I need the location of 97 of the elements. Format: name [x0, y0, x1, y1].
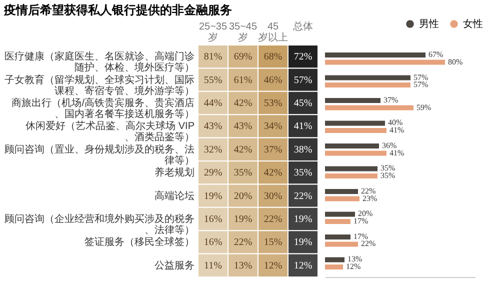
bar	[325, 128, 386, 134]
data-label: 55%	[204, 74, 222, 86]
data-label: 34%	[264, 121, 282, 132]
y-tick-label: 休闲爱好（艺术品鉴、高尔夫球场 VIP、酒类品鉴等）	[26, 120, 195, 144]
data-label: 30%	[264, 190, 282, 202]
y-tick-label: 高端论坛	[154, 190, 194, 202]
bar	[325, 212, 355, 217]
data-label: 45%	[294, 98, 312, 109]
data-label: 29%	[204, 168, 222, 179]
data-label: 35%	[234, 168, 252, 179]
y-tick-label: 子女教育（留学规划、全球实习计划、国际课程、寄宿专管、境外游学等）	[4, 74, 194, 97]
data-label: 46%	[264, 74, 282, 86]
bar	[325, 188, 358, 194]
data-label: 38%	[294, 144, 312, 156]
data-label: 35%	[380, 171, 396, 180]
data-label: 19%	[204, 190, 222, 202]
data-label: 19%	[294, 214, 312, 225]
data-label: 16%	[204, 237, 222, 248]
data-label: 40%	[388, 118, 403, 128]
bar	[325, 143, 379, 148]
data-label: 19%	[294, 237, 312, 248]
bar	[325, 234, 350, 240]
data-label: 41%	[390, 126, 404, 135]
data-label: 80%	[448, 57, 463, 66]
data-label: 11%	[204, 260, 222, 272]
data-label: 35%	[294, 168, 312, 179]
data-label: 20%	[234, 190, 252, 202]
data-label: 67%	[428, 50, 444, 60]
bar	[325, 82, 410, 88]
bar	[325, 120, 385, 126]
y-tick-label: 签证服务（移民全球签）	[84, 236, 194, 248]
data-label: 43%	[234, 121, 252, 132]
chart-title: 疫情后希望获得私人银行提供的非金融服务	[3, 3, 232, 17]
x-tick-label: 35~45 岁	[228, 22, 258, 44]
bar	[325, 98, 380, 103]
data-label: 37%	[384, 96, 398, 104]
data-label: 72%	[294, 52, 312, 63]
bar	[325, 257, 344, 262]
bar	[325, 75, 410, 80]
data-label: 69%	[234, 52, 252, 63]
data-label: 57%	[414, 80, 428, 90]
bar	[325, 60, 445, 65]
data-label: 43%	[204, 121, 222, 132]
y-tick-label: 医疗健康（家庭医生、名医就诊、高端门诊随护、体检、境外医疗等）	[4, 50, 194, 74]
data-label: 13%	[348, 254, 362, 264]
bar	[325, 166, 378, 172]
x-tick-label: 总体	[292, 20, 313, 32]
y-tick-label: 公益服务	[154, 259, 194, 272]
data-label: 41%	[390, 148, 404, 158]
legend-label: 男性	[419, 18, 439, 30]
data-label: 42%	[234, 144, 252, 156]
y-tick-label: 顾问咨询（置业、身份规划涉及的税务、法律等）	[4, 143, 194, 166]
legend-label: 女性	[463, 18, 483, 30]
data-label: 22%	[234, 237, 252, 248]
data-label: 22%	[361, 186, 376, 196]
data-label: 81%	[204, 52, 222, 63]
bar	[325, 219, 350, 224]
data-label: 41%	[294, 121, 312, 132]
data-label: 13%	[234, 260, 252, 272]
data-label: 61%	[234, 74, 252, 86]
data-label: 68%	[264, 52, 282, 63]
bar	[325, 242, 358, 247]
data-label: 37%	[264, 144, 282, 156]
bar	[325, 174, 378, 179]
data-label: 42%	[264, 168, 282, 179]
x-tick-label: 45 岁以上	[258, 22, 288, 44]
data-label: 22%	[264, 214, 282, 225]
data-label: 12%	[294, 260, 312, 272]
y-tick-label: 商旅出行（机场/高铁贵宾服务、贵宾酒店、国内著名餐车接送机服务等）	[12, 97, 194, 120]
bar	[325, 105, 414, 110]
bar	[325, 264, 343, 270]
y-tick-label: 养老规划	[154, 166, 194, 179]
data-label: 20%	[358, 209, 373, 218]
data-label: 19%	[234, 214, 252, 225]
data-label: 53%	[264, 98, 282, 109]
data-label: 32%	[204, 144, 222, 156]
bar	[325, 196, 360, 202]
data-label: 57%	[414, 72, 428, 82]
data-label: 42%	[234, 98, 252, 109]
y-tick-label: 顾问咨询（企业经营和境外购买涉及的税务、法律等）	[4, 213, 194, 236]
bar	[325, 52, 426, 58]
data-label: 12%	[264, 260, 282, 272]
data-label: 57%	[294, 74, 312, 86]
x-tick-label: 25~35 岁	[198, 22, 228, 44]
data-label: 44%	[204, 98, 222, 109]
data-label: 15%	[264, 237, 282, 248]
data-label: 23%	[362, 194, 378, 203]
data-label: 17%	[354, 232, 368, 241]
data-label: 59%	[416, 102, 432, 112]
data-label: 36%	[382, 140, 397, 150]
data-label: 12%	[346, 262, 361, 271]
data-label: 22%	[361, 239, 376, 248]
data-label: 16%	[204, 214, 222, 225]
data-label: 17%	[354, 216, 368, 226]
data-label: 35%	[380, 164, 396, 173]
data-label: 22%	[294, 190, 312, 202]
bar	[325, 150, 386, 156]
